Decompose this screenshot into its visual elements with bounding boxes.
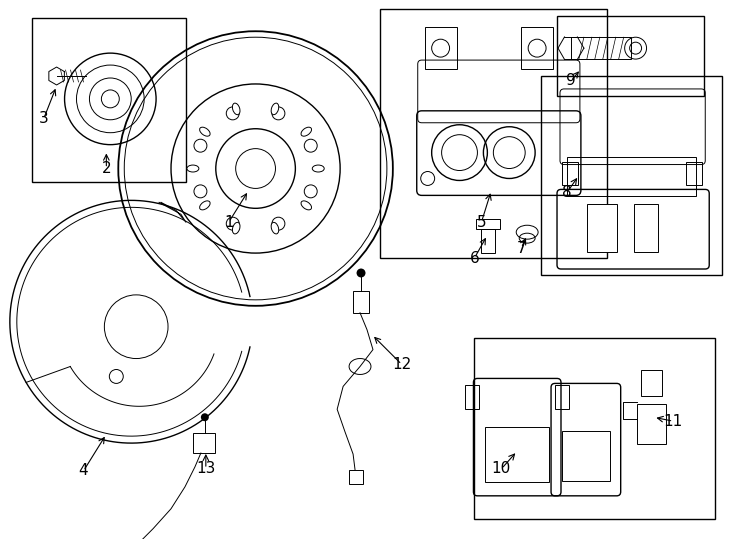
Bar bbox=[353, 291, 369, 313]
Bar bbox=[482, 229, 495, 253]
Text: 9: 9 bbox=[566, 73, 575, 89]
Text: 12: 12 bbox=[392, 357, 412, 372]
Circle shape bbox=[272, 217, 285, 230]
Circle shape bbox=[226, 107, 239, 120]
Text: 7: 7 bbox=[517, 241, 526, 255]
Text: 8: 8 bbox=[562, 185, 572, 200]
Bar bbox=[465, 386, 479, 409]
Ellipse shape bbox=[271, 222, 279, 234]
Bar bbox=[541, 76, 722, 275]
Bar bbox=[380, 9, 607, 258]
Ellipse shape bbox=[187, 165, 199, 172]
Ellipse shape bbox=[233, 103, 240, 114]
Text: 4: 4 bbox=[79, 463, 88, 478]
Text: 11: 11 bbox=[664, 414, 683, 429]
Bar bbox=[557, 16, 704, 96]
Circle shape bbox=[226, 217, 239, 230]
Bar bbox=[562, 161, 578, 185]
Ellipse shape bbox=[301, 127, 311, 136]
Text: 6: 6 bbox=[470, 251, 479, 266]
Circle shape bbox=[272, 107, 285, 120]
Bar bbox=[476, 219, 501, 229]
Bar bbox=[521, 27, 553, 69]
Ellipse shape bbox=[312, 165, 324, 172]
Text: 2: 2 bbox=[101, 161, 111, 176]
Bar bbox=[587, 204, 617, 252]
Bar bbox=[686, 161, 702, 185]
Circle shape bbox=[194, 139, 207, 152]
Bar bbox=[349, 470, 363, 484]
Text: 3: 3 bbox=[39, 111, 48, 126]
Bar bbox=[555, 386, 569, 409]
Bar bbox=[485, 427, 549, 482]
Ellipse shape bbox=[200, 127, 210, 136]
Bar bbox=[641, 370, 663, 396]
Ellipse shape bbox=[271, 103, 279, 114]
Text: 13: 13 bbox=[196, 462, 216, 476]
Bar bbox=[633, 204, 658, 252]
Text: 1: 1 bbox=[224, 215, 233, 230]
Circle shape bbox=[357, 268, 366, 278]
Bar bbox=[32, 18, 186, 183]
Text: 10: 10 bbox=[492, 462, 511, 476]
Bar bbox=[636, 404, 666, 444]
Circle shape bbox=[305, 139, 317, 152]
Bar bbox=[567, 157, 697, 197]
Circle shape bbox=[201, 413, 208, 421]
Ellipse shape bbox=[200, 201, 210, 210]
Bar bbox=[562, 431, 610, 481]
Bar bbox=[193, 433, 215, 453]
Ellipse shape bbox=[301, 201, 311, 210]
Circle shape bbox=[305, 185, 317, 198]
Bar bbox=[474, 338, 715, 519]
Ellipse shape bbox=[233, 222, 240, 234]
Text: 5: 5 bbox=[476, 215, 486, 230]
Bar bbox=[571, 37, 631, 59]
Bar bbox=[425, 27, 457, 69]
Circle shape bbox=[194, 185, 207, 198]
